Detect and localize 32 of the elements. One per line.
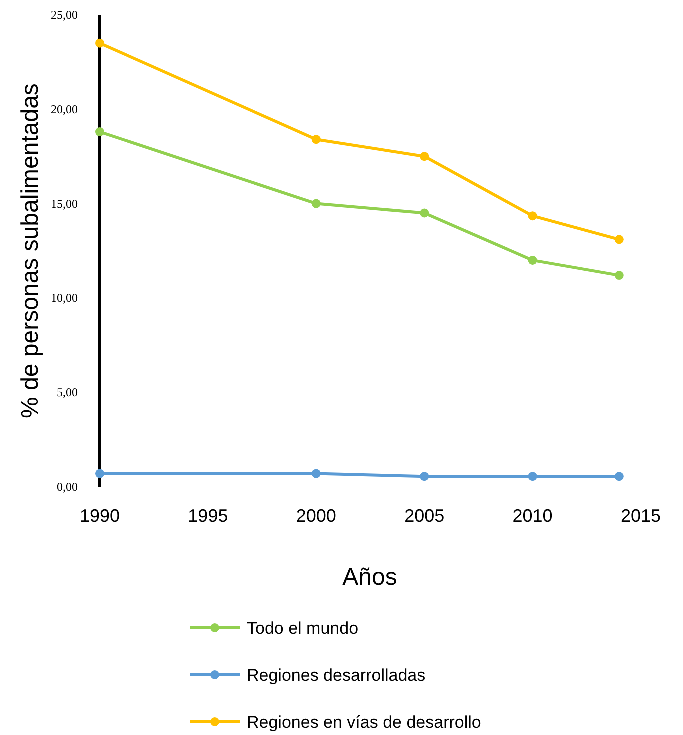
point bbox=[420, 472, 430, 482]
point bbox=[312, 199, 321, 208]
x-tick-label: 1990 bbox=[80, 506, 120, 526]
x-tick-label: 2015 bbox=[620, 506, 662, 526]
y-axis-title: % de personas subalimentadas bbox=[17, 84, 44, 418]
x-axis-title: Años bbox=[342, 564, 398, 591]
point bbox=[96, 469, 104, 478]
point bbox=[614, 271, 624, 280]
point bbox=[96, 38, 104, 48]
point bbox=[528, 472, 538, 482]
x-tick-label: 2000 bbox=[296, 506, 336, 526]
point bbox=[312, 469, 321, 478]
point bbox=[420, 152, 430, 162]
x-tick-label: 1995 bbox=[188, 506, 228, 526]
legend-label: Todo el mundo bbox=[247, 619, 359, 638]
point bbox=[614, 472, 624, 482]
point bbox=[614, 235, 624, 244]
point bbox=[312, 135, 321, 144]
y-tick-label: 0,00 bbox=[57, 480, 78, 494]
legend-label: Regiones en vías de desarrollo bbox=[247, 713, 482, 732]
y-tick-label: 20,00 bbox=[51, 102, 78, 116]
y-tick-label: 10,00 bbox=[51, 291, 78, 306]
x-tick-label: 2010 bbox=[512, 506, 553, 526]
x-tick-label: 2005 bbox=[404, 506, 445, 526]
point bbox=[528, 256, 538, 265]
y-tick-label: 5,00 bbox=[57, 386, 78, 400]
point bbox=[96, 128, 104, 137]
point bbox=[528, 212, 538, 221]
point bbox=[420, 208, 430, 218]
y-tick-label: 15,00 bbox=[51, 196, 78, 211]
legend-label: Regiones desarrolladas bbox=[247, 666, 426, 685]
y-tick-label: 25,00 bbox=[51, 8, 78, 22]
